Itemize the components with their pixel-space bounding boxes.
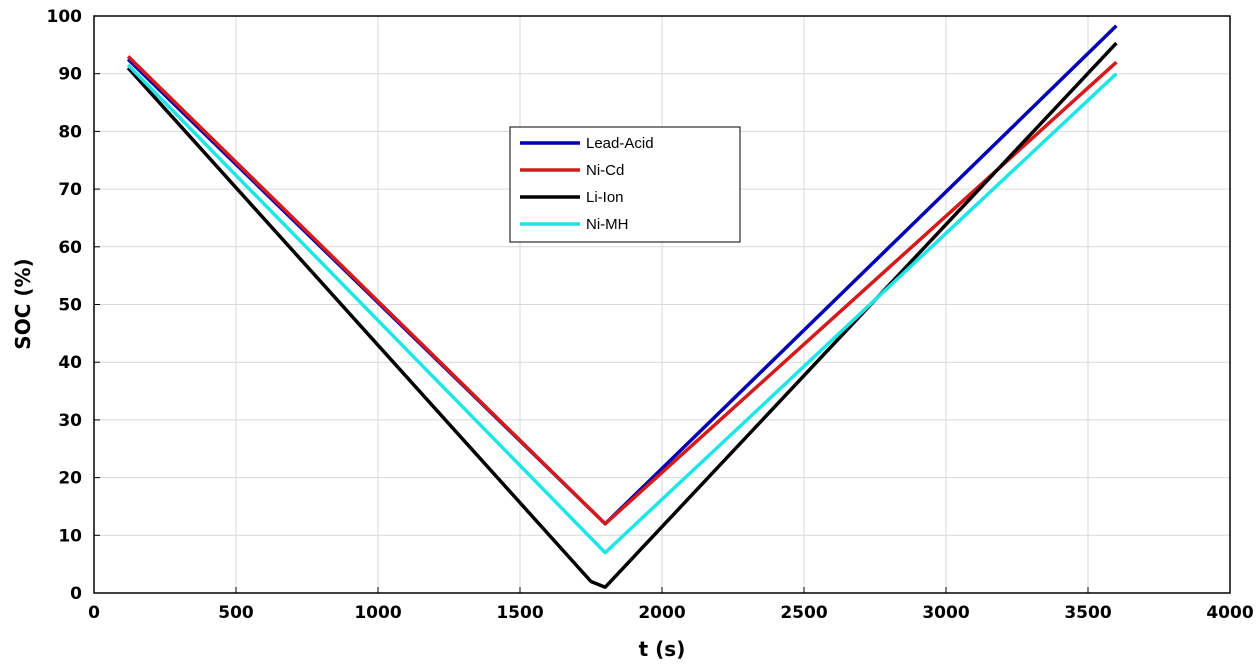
y-tick-label: 70 [58, 180, 82, 200]
y-tick-label: 100 [47, 7, 83, 27]
x-axis-title: t (s) [639, 637, 686, 661]
y-tick-label: 50 [58, 296, 82, 316]
y-tick-label: 90 [58, 65, 82, 85]
legend-label-ni-cd: Ni-Cd [586, 162, 624, 179]
y-tick-label: 20 [58, 469, 82, 489]
x-tick-label: 1500 [496, 603, 543, 623]
y-tick-label: 80 [58, 122, 82, 142]
y-tick-label: 10 [58, 526, 82, 546]
series-line-ni-mh [126, 63, 1118, 555]
y-tick-label: 40 [58, 353, 82, 373]
x-tick-label: 0 [88, 603, 100, 623]
x-tick-label: 1000 [354, 603, 401, 623]
x-tick-label: 4000 [1206, 603, 1253, 623]
x-tick-label: 2500 [780, 603, 827, 623]
y-tick-label: 60 [58, 238, 82, 258]
x-tick-label: 3500 [1064, 603, 1111, 623]
y-tick-label: 0 [70, 584, 82, 604]
legend-label-li-ion: Li-Ion [586, 189, 624, 206]
y-axis-ticks: 0 10 20 30 40 50 60 70 80 90 100 [47, 7, 100, 604]
series-lines [126, 24, 1118, 589]
legend-label-ni-mh: Ni-MH [586, 216, 629, 233]
x-axis-ticks: 0 500 1000 1500 2000 2500 3000 3500 4000 [88, 587, 1254, 623]
x-tick-label: 500 [218, 603, 254, 623]
x-tick-label: 2000 [638, 603, 685, 623]
y-tick-label: 30 [58, 411, 82, 431]
x-tick-label: 3000 [922, 603, 969, 623]
series-line-ni-cd [126, 55, 1118, 526]
legend: Lead-Acid Ni-Cd Li-Ion Ni-MH [509, 126, 741, 243]
legend-label-lead-acid: Lead-Acid [586, 135, 654, 152]
y-axis-title: SOC (%) [11, 258, 35, 349]
